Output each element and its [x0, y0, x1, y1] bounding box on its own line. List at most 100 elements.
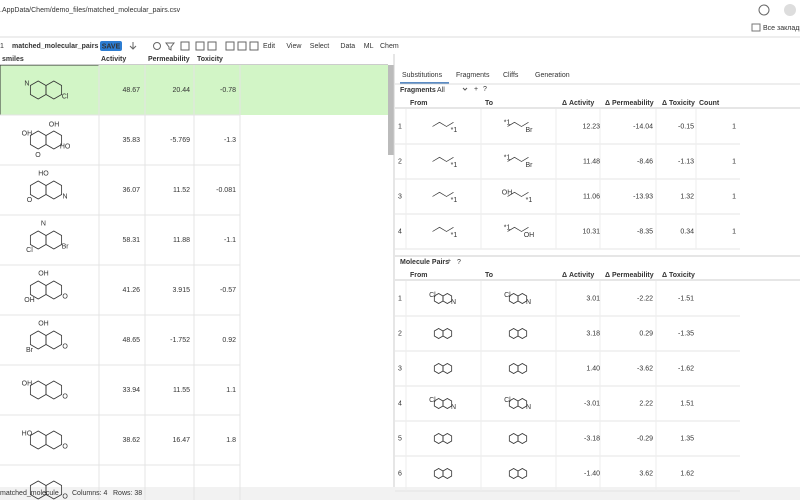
download-icon[interactable]: [130, 42, 136, 49]
cell-value: -1.1: [224, 237, 236, 244]
ring: [46, 231, 62, 249]
cell-value: 12.23: [582, 123, 600, 130]
grid-icon[interactable]: [238, 42, 246, 50]
column-header[interactable]: Δ Activity: [562, 100, 594, 107]
column-header[interactable]: To: [485, 100, 493, 107]
grid-icon[interactable]: [208, 42, 216, 50]
atom-label: O: [62, 493, 68, 500]
menu-item[interactable]: Select: [310, 43, 330, 50]
ring: [443, 364, 452, 374]
atom-label: OH: [38, 270, 49, 277]
cell-value: 1.1: [226, 387, 236, 394]
column-header[interactable]: Δ Activity: [562, 272, 594, 279]
column-header[interactable]: Toxicity: [197, 56, 223, 63]
tab[interactable]: Fragments: [456, 72, 490, 79]
cell-value: 48.65: [122, 337, 140, 344]
help-button[interactable]: ?: [483, 86, 487, 93]
cell-value: 35.83: [122, 137, 140, 144]
bond: [433, 122, 454, 126]
grid-icon[interactable]: [181, 42, 189, 50]
add-button[interactable]: +: [474, 86, 478, 93]
column-header[interactable]: Count: [699, 100, 720, 107]
cell-value: -1.13: [678, 158, 694, 165]
atom-label: OH: [22, 380, 33, 387]
cell-value: 0.34: [680, 228, 694, 235]
column-header[interactable]: To: [485, 272, 493, 279]
atom-label: *1: [504, 155, 511, 162]
column-header[interactable]: Δ Permeability: [605, 100, 654, 107]
grid-icon[interactable]: [196, 42, 204, 50]
ring: [443, 329, 452, 339]
atom-label: *1: [504, 225, 511, 232]
ring: [30, 431, 46, 449]
atom-label: N: [526, 404, 531, 411]
column-header[interactable]: Δ Toxicity: [662, 272, 695, 279]
row-number: 4: [398, 228, 402, 235]
atom-label: N: [451, 299, 456, 306]
cell-value: 3.18: [586, 330, 600, 337]
ring: [30, 131, 46, 149]
scrollbar[interactable]: [388, 65, 394, 155]
add-button[interactable]: +: [447, 258, 451, 265]
filter-icon[interactable]: [166, 43, 174, 50]
cell-value: -5.769: [170, 137, 190, 144]
menu-item[interactable]: ML: [364, 43, 374, 50]
tab[interactable]: Substitutions: [402, 72, 443, 79]
tab[interactable]: Generation: [535, 72, 570, 79]
cell-value: 2.22: [639, 400, 653, 407]
cell-value: 10.31: [582, 228, 600, 235]
bond: [508, 227, 529, 231]
cell-value: -0.78: [220, 87, 236, 94]
atom-label: *1: [451, 232, 458, 239]
atom-label: OH: [38, 320, 49, 327]
atom-label: Cl: [429, 292, 436, 299]
cell-value: 33.94: [122, 387, 140, 394]
column-header[interactable]: Permeability: [148, 56, 190, 63]
cell-value: -1.51: [678, 295, 694, 302]
bond: [433, 227, 454, 231]
column-header[interactable]: Activity: [101, 56, 126, 63]
ring: [509, 434, 518, 444]
cell-value: 1.40: [586, 365, 600, 372]
dropdown-arrow[interactable]: [463, 88, 467, 90]
cell-value: 1.35: [680, 435, 694, 442]
avatar[interactable]: [784, 4, 796, 16]
atom-label: HO: [22, 430, 33, 437]
row-number: 1: [398, 295, 402, 302]
column-header[interactable]: smiles: [2, 56, 24, 63]
cell-value: 1: [732, 228, 736, 235]
cell-value: -0.15: [678, 123, 694, 130]
tab[interactable]: Cliffs: [503, 72, 519, 79]
save-label[interactable]: SAVE: [102, 43, 121, 50]
grid-icon[interactable]: [226, 42, 234, 50]
cell-value: 11.52: [173, 187, 190, 194]
help-button[interactable]: ?: [457, 259, 461, 266]
atom-label: O: [27, 197, 33, 204]
fragments-label: Fragments: [400, 87, 436, 94]
status-rows: Rows: 38: [113, 490, 142, 497]
status-table: matched_molecule: [0, 490, 59, 497]
menu-item[interactable]: Data: [340, 43, 355, 50]
ring: [518, 469, 527, 479]
cell-value: 1.62: [680, 470, 694, 477]
grid-icon[interactable]: [250, 42, 258, 50]
atom-label: Cl: [26, 247, 33, 254]
ring: [46, 381, 62, 399]
column-header[interactable]: Δ Toxicity: [662, 100, 695, 107]
menu-item[interactable]: Chem: [380, 43, 399, 50]
column-header[interactable]: From: [410, 100, 428, 107]
ring: [46, 331, 62, 349]
column-header[interactable]: Δ Permeability: [605, 272, 654, 279]
row-number: 2: [398, 158, 402, 165]
column-header[interactable]: From: [410, 272, 428, 279]
cell-value: -3.18: [584, 435, 600, 442]
refresh-icon[interactable]: [154, 43, 161, 50]
menu-item[interactable]: View: [286, 43, 302, 50]
menu-item[interactable]: Edit: [263, 43, 275, 50]
cell-value: 48.67: [122, 87, 140, 94]
cell-value: 0.92: [222, 337, 236, 344]
ring: [443, 434, 452, 444]
atom-label: HO: [60, 143, 71, 150]
bookmarks-folder[interactable]: Все закладки: [763, 25, 800, 32]
fragments-filter[interactable]: All: [437, 87, 445, 94]
